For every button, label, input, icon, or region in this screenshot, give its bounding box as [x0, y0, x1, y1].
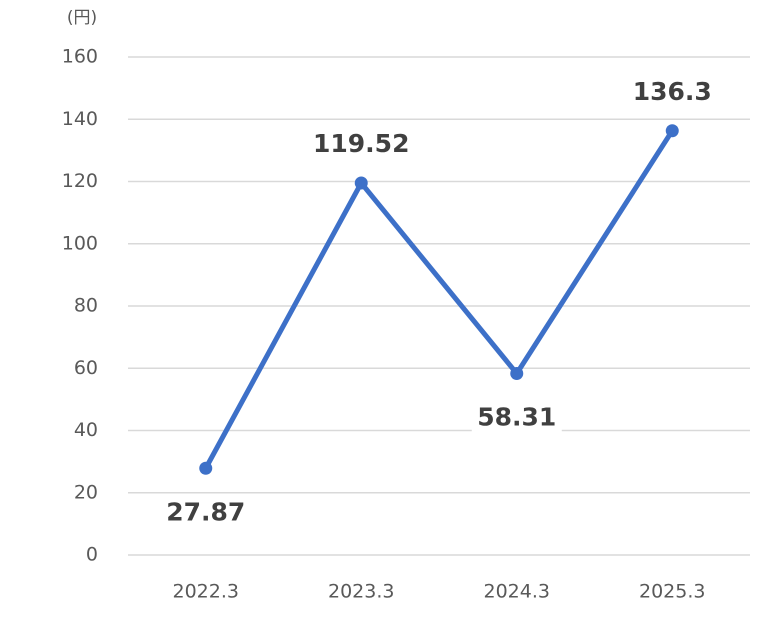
value-label: 58.31: [477, 403, 556, 432]
label-background: [316, 127, 407, 162]
x-tick-label: 2024.3: [484, 581, 550, 603]
y-tick-label: 100: [62, 232, 98, 254]
x-tick-label: 2023.3: [328, 581, 394, 603]
y-tick-label: 140: [62, 108, 98, 130]
y-tick-label: 80: [74, 295, 98, 317]
x-tick-label: 2025.3: [639, 581, 705, 603]
value-label: 119.52: [313, 129, 409, 158]
y-tick-label: 60: [74, 357, 98, 379]
label-background: [627, 75, 718, 110]
point: [665, 124, 679, 138]
point: [199, 461, 213, 475]
x-tick-label: 2022.3: [173, 581, 239, 603]
y-tick-label: 0: [86, 544, 98, 566]
y-axis-unit: (円): [67, 8, 97, 28]
point: [510, 367, 524, 381]
line: [203, 129, 675, 470]
value-label: 136.3: [633, 77, 712, 106]
y-tick-label: 120: [62, 170, 98, 192]
y-tick-label: 40: [74, 419, 98, 441]
label-background: [471, 401, 562, 436]
label-background: [160, 496, 251, 531]
point: [354, 176, 368, 190]
value-label: 27.87: [166, 497, 245, 526]
y-tick-label: 20: [74, 481, 98, 503]
y-tick-label: 160: [62, 46, 98, 68]
